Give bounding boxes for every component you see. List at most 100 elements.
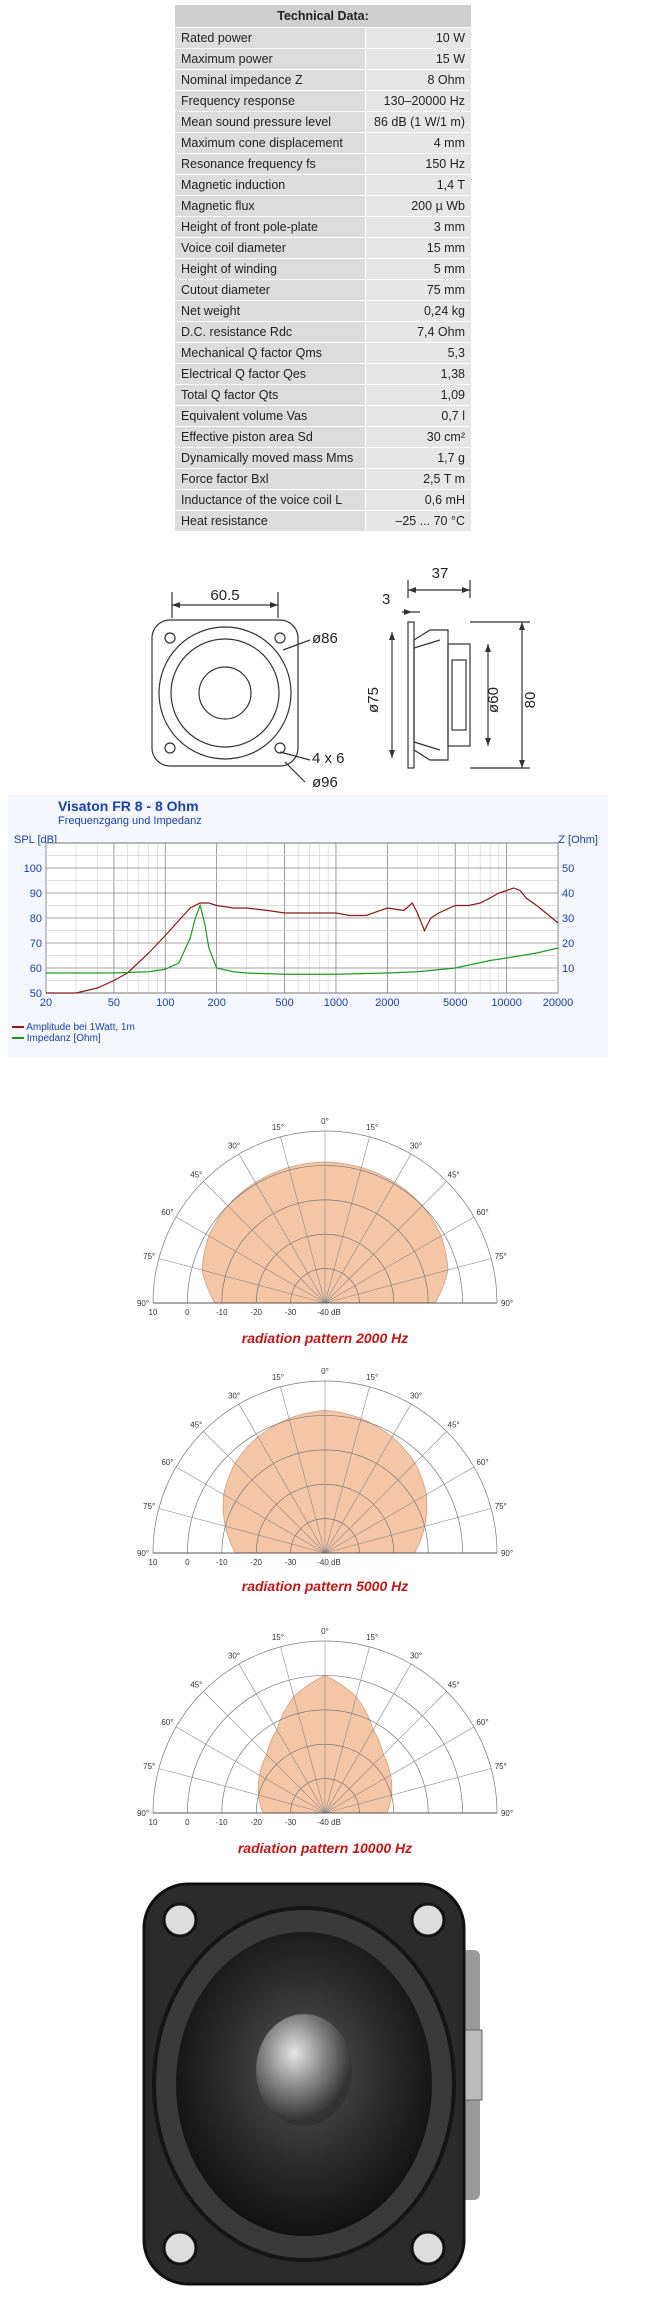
polar-angle-label: 75°: [495, 1502, 507, 1511]
polar-angle-label: 90°: [501, 1299, 513, 1308]
spec-row: Maximum power 15 W: [175, 48, 471, 70]
polar-spoke: [324, 1466, 475, 1554]
polar-caption-10000hz: radiation pattern 10000 Hz: [237, 1840, 413, 1856]
polar-spoke: [280, 1386, 326, 1554]
polar-angle-label: 30°: [228, 1141, 240, 1150]
spec-label: Frequency response: [175, 90, 366, 112]
polar-caption-2000hz: radiation pattern 2000 Hz: [241, 1330, 409, 1346]
polar-spoke: [324, 1216, 475, 1304]
polar-spoke: [238, 1153, 326, 1304]
x-tick-label: 5000: [443, 997, 467, 1009]
spec-row: Maximum cone displacement 4 mm: [175, 132, 471, 154]
spec-row: Electrical Q factor Qes 1,38: [175, 363, 471, 385]
polar-spoke: [324, 1386, 370, 1554]
spec-value: 7,4 Ohm: [365, 321, 471, 343]
polar-angle-label: 45°: [448, 1680, 460, 1689]
y2-tick-label: 40: [562, 888, 574, 900]
spec-row: Cutout diameter 75 mm: [175, 279, 471, 301]
polar-angle-label: 0°: [321, 1117, 329, 1126]
spec-value: 5,3: [365, 342, 471, 364]
spec-label: Height of front pole-plate: [175, 216, 366, 238]
frequency-chart: Visaton FR 8 - 8 Ohm Frequenzgang und Im…: [8, 795, 608, 1057]
polar-radial-label: -40 dB: [317, 1818, 341, 1827]
side-view-drawing: 37 3 ø75 ø60 80: [365, 565, 539, 769]
spec-label: Electrical Q factor Qes: [175, 363, 366, 385]
spec-value: 0,24 kg: [365, 300, 471, 322]
polar-radial-label: -20: [250, 1558, 262, 1567]
spec-row: Force factor Bxl 2,5 T m: [175, 468, 471, 490]
spec-label: Maximum power: [175, 48, 366, 70]
spec-label: Mechanical Q factor Qms: [175, 342, 366, 364]
polar-angle-label: 45°: [190, 1680, 202, 1689]
spec-row: D.C. resistance Rdc 7,4 Ohm: [175, 321, 471, 343]
polar-angle-label: 15°: [366, 1373, 378, 1382]
polar-angle-label: 75°: [143, 1502, 155, 1511]
dim-width: 60.5: [210, 587, 239, 604]
polar-angle-label: 75°: [495, 1762, 507, 1771]
spec-value: 0,6 mH: [365, 489, 471, 511]
spec-value: 15 mm: [365, 237, 471, 259]
spec-row: Effective piston area Sd 30 cm²: [175, 426, 471, 448]
polar-radial-label: 0: [185, 1818, 190, 1827]
polar-spoke: [324, 1258, 492, 1304]
polar-spoke: [324, 1768, 492, 1814]
polar-radial-label: 0: [185, 1558, 190, 1567]
x-tick-label: 1000: [324, 997, 348, 1009]
dim-magnet: ø60: [485, 687, 502, 713]
polar-radial-label: -10: [216, 1818, 228, 1827]
y2-tick-label: 10: [562, 963, 574, 975]
spec-value: 3 mm: [365, 216, 471, 238]
spec-row: Height of winding 5 mm: [175, 258, 471, 280]
polar-angle-label: 15°: [272, 1123, 284, 1132]
dim-cutout: ø75: [365, 687, 382, 713]
spec-label: Mean sound pressure level: [175, 111, 366, 133]
y-tick-label: 100: [24, 863, 42, 875]
polar-angle-label: 60°: [477, 1718, 489, 1727]
legend-entry-impedance: Impedanz [Ohm]: [12, 1033, 135, 1044]
spec-value: 1,09: [365, 384, 471, 406]
polar-radial-label: -10: [216, 1308, 228, 1317]
polar-angle-label: 15°: [272, 1373, 284, 1382]
polar-angle-label: 30°: [410, 1141, 422, 1150]
polar-angle-label: 75°: [143, 1252, 155, 1261]
x-tick-label: 500: [275, 997, 293, 1009]
dim-height: 80: [522, 692, 539, 709]
polar-angle-label: 0°: [321, 1627, 329, 1636]
spec-label: Height of winding: [175, 258, 366, 280]
x-tick-label: 20: [40, 997, 52, 1009]
right-axis-unit: Z [Ohm]: [558, 834, 598, 846]
series-line-spl: [46, 887, 559, 994]
spec-value: 86 dB (1 W/1 m): [365, 111, 471, 133]
spec-row: Inductance of the voice coil L 0,6 mH: [175, 489, 471, 511]
polar-radial-label: -30: [285, 1558, 297, 1567]
polar-spoke: [158, 1508, 326, 1554]
y-tick-label: 50: [30, 988, 42, 1000]
polar-spoke: [324, 1153, 412, 1304]
spec-row: Magnetic flux 200 µ Wb: [175, 195, 471, 217]
y2-tick-label: 30: [562, 913, 574, 925]
polar-spoke: [203, 1181, 326, 1304]
polar-angle-label: 60°: [161, 1458, 173, 1467]
polar-angle-label: 45°: [190, 1420, 202, 1429]
polar-spoke: [175, 1726, 326, 1814]
polar-angle-label: 30°: [228, 1391, 240, 1400]
spec-row: Total Q factor Qts 1,09: [175, 384, 471, 406]
spec-label: D.C. resistance Rdc: [175, 321, 366, 343]
polar-spoke: [203, 1691, 326, 1814]
y-tick-label: 60: [30, 963, 42, 975]
front-view-drawing: 60.5 ø86 4 x 6 ø96: [151, 587, 345, 791]
polar-spoke: [324, 1646, 370, 1814]
polar-angle-label: 15°: [272, 1633, 284, 1642]
polar-angle-label: 60°: [161, 1718, 173, 1727]
spec-row: Mechanical Q factor Qms 5,3: [175, 342, 471, 364]
speaker-photo: [142, 1882, 483, 2286]
spec-label: Total Q factor Qts: [175, 384, 366, 406]
polar-spoke: [158, 1258, 326, 1304]
polar-angle-label: 90°: [137, 1809, 149, 1818]
polar-spoke: [280, 1136, 326, 1304]
legend-entry-spl: Amplitude bei 1Watt, 1m: [12, 1022, 135, 1033]
spec-value: 30 cm²: [365, 426, 471, 448]
y-tick-label: 90: [30, 888, 42, 900]
spec-row: Voice coil diameter 15 mm: [175, 237, 471, 259]
